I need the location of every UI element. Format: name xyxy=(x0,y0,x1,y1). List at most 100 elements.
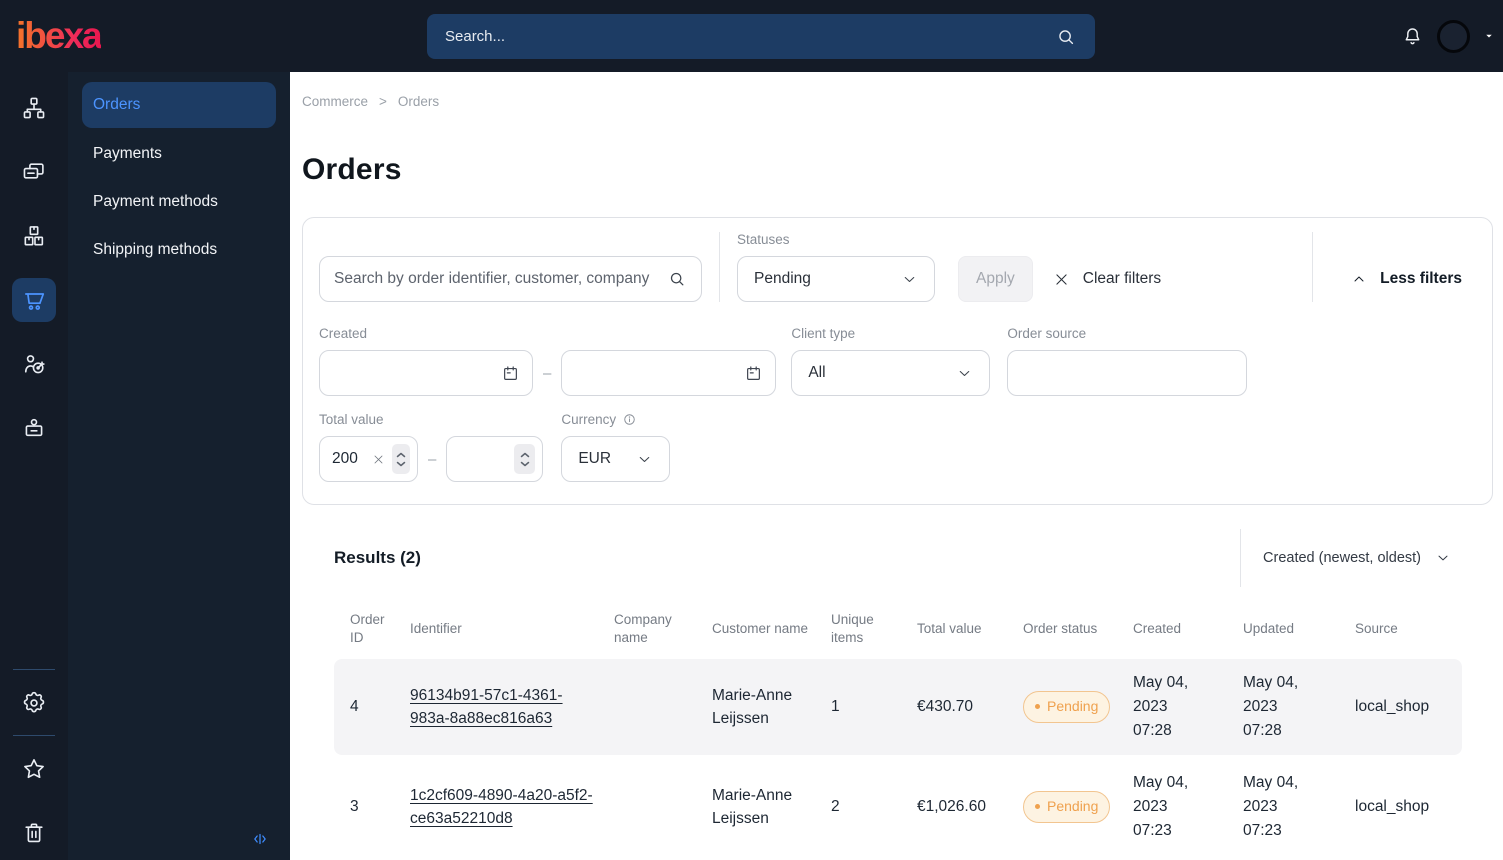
order-search-input[interactable] xyxy=(334,270,667,288)
number-stepper[interactable] xyxy=(392,444,410,474)
pages-icon[interactable] xyxy=(12,150,56,194)
storefront-icon[interactable] xyxy=(12,406,56,450)
col-identifier: Identifier xyxy=(410,620,462,636)
commerce-cart-icon[interactable] xyxy=(12,278,56,322)
customer-profiling-icon[interactable] xyxy=(12,342,56,386)
rail-divider xyxy=(13,735,55,736)
sidebar-item-payments[interactable]: Payments xyxy=(68,130,290,178)
results-title: Results (2) xyxy=(334,548,421,567)
table-row[interactable]: 3 1c2cf609-4890-4a20-a5f2-ce63a52210d8 M… xyxy=(334,759,1462,855)
status-label: Pending xyxy=(1047,698,1099,714)
search-icon[interactable] xyxy=(667,269,687,289)
number-stepper[interactable] xyxy=(514,444,536,474)
statuses-label: Statuses xyxy=(737,232,790,247)
sidebar-item-payment-methods[interactable]: Payment methods xyxy=(68,178,290,226)
info-icon[interactable] xyxy=(622,412,637,427)
filter-divider xyxy=(719,232,720,302)
created-from-field[interactable] xyxy=(319,350,533,396)
chevron-down-icon xyxy=(636,451,653,468)
product-catalog-icon[interactable] xyxy=(12,214,56,258)
total-value-min-input[interactable] xyxy=(332,450,365,468)
cell-order-id: 4 xyxy=(350,698,359,716)
sort-value: Created (newest, oldest) xyxy=(1263,550,1421,566)
order-source-input[interactable] xyxy=(1007,350,1248,396)
status-badge: Pending xyxy=(1023,791,1111,823)
apply-button[interactable]: Apply xyxy=(958,256,1033,302)
order-identifier-link[interactable]: 96134b91-57c1-4361-983a-8a88ec816a63 xyxy=(410,686,563,727)
settings-gear-icon[interactable] xyxy=(12,681,56,725)
total-value-max-field[interactable] xyxy=(446,436,544,482)
client-type-select[interactable]: All xyxy=(791,350,991,396)
status-label: Pending xyxy=(1047,798,1099,814)
table-row[interactable]: 4 96134b91-57c1-4361-983a-8a88ec816a63 M… xyxy=(334,659,1462,755)
clear-filters-button[interactable]: Clear filters xyxy=(1053,256,1161,302)
cell-updated: May 04, 2023 07:23 xyxy=(1243,773,1299,839)
cell-total-value: €1,026.60 xyxy=(917,798,986,816)
filters-panel: Statuses Pending Apply Clear filters xyxy=(302,217,1493,505)
cell-order-id: 3 xyxy=(350,798,359,816)
cell-created: May 04, 2023 07:28 xyxy=(1133,673,1189,739)
status-dot xyxy=(1035,704,1040,709)
total-value-min-field[interactable] xyxy=(319,436,418,482)
cell-updated: May 04, 2023 07:28 xyxy=(1243,673,1299,739)
cell-source: local_shop xyxy=(1355,698,1430,716)
global-search[interactable] xyxy=(427,14,1095,59)
chevron-up-icon xyxy=(1351,271,1367,287)
clear-value-icon[interactable] xyxy=(372,453,385,466)
cell-customer-name: Marie-Anne Leijssen xyxy=(712,686,793,727)
col-source: Source xyxy=(1355,620,1398,636)
orders-table: Order ID Identifier Company name Custome… xyxy=(334,599,1462,855)
currency-select[interactable]: EUR xyxy=(561,436,671,482)
rail-bottom xyxy=(12,669,56,860)
commerce-submenu: Orders Payments Payment methods Shipping… xyxy=(68,72,290,860)
calendar-icon[interactable] xyxy=(744,364,763,383)
col-order-id: Order ID xyxy=(350,611,385,645)
sidebar-item-shipping-methods[interactable]: Shipping methods xyxy=(68,226,290,274)
total-value-label: Total value xyxy=(319,412,384,427)
bookmarks-star-icon[interactable] xyxy=(12,747,56,791)
col-customer-name: Customer name xyxy=(712,620,809,636)
col-updated: Updated xyxy=(1243,620,1295,636)
created-to-input[interactable] xyxy=(574,364,745,382)
client-type-value: All xyxy=(808,364,826,381)
notifications-bell-icon[interactable] xyxy=(1401,25,1424,48)
total-value-max-input[interactable] xyxy=(474,450,508,468)
chevron-down-icon xyxy=(1435,550,1451,566)
clear-filters-label: Clear filters xyxy=(1082,270,1162,287)
sort-select[interactable]: Created (newest, oldest) xyxy=(1240,529,1493,587)
breadcrumb-orders[interactable]: Orders xyxy=(397,94,440,109)
order-identifier-link[interactable]: 1c2cf609-4890-4a20-a5f2-ce63a52210d8 xyxy=(410,786,593,827)
chevron-down-icon xyxy=(956,365,973,382)
trash-icon[interactable] xyxy=(12,811,56,855)
statuses-select[interactable]: Pending xyxy=(737,256,935,302)
less-filters-toggle[interactable]: Less filters xyxy=(1351,256,1462,302)
sidebar-item-label: Payments xyxy=(93,145,162,162)
created-from-input[interactable] xyxy=(332,364,501,382)
sidebar-item-orders[interactable]: Orders xyxy=(82,82,276,128)
site-structure-icon[interactable] xyxy=(12,86,56,130)
cell-unique-items: 2 xyxy=(831,798,840,816)
breadcrumb-commerce[interactable]: Commerce xyxy=(302,94,369,109)
panel-collapse-icon[interactable] xyxy=(250,829,270,849)
order-search-box[interactable] xyxy=(319,256,702,302)
created-to-field[interactable] xyxy=(561,350,777,396)
client-type-label: Client type xyxy=(791,326,856,341)
cell-unique-items: 1 xyxy=(831,698,840,716)
calendar-icon[interactable] xyxy=(501,364,520,383)
currency-label: Currency xyxy=(561,412,617,427)
results-section: Results (2) Created (newest, oldest) Ord… xyxy=(302,529,1493,855)
less-filters-label: Less filters xyxy=(1380,270,1462,287)
user-menu-caret-icon[interactable] xyxy=(1483,30,1495,42)
global-search-input[interactable] xyxy=(445,28,1055,45)
rail-divider xyxy=(13,669,55,670)
chevron-down-icon xyxy=(901,271,918,288)
search-icon[interactable] xyxy=(1055,26,1077,48)
status-badge: Pending xyxy=(1023,691,1111,723)
ibexa-logo[interactable]: ibexa xyxy=(16,15,103,56)
main-content: Commerce > Orders Orders Statuses Pendin… xyxy=(290,72,1503,860)
filter-divider xyxy=(1312,232,1314,302)
user-avatar[interactable] xyxy=(1437,19,1470,53)
topbar-actions xyxy=(1401,19,1495,53)
order-source-label: Order source xyxy=(1007,326,1087,341)
main-nav-rail xyxy=(0,72,68,860)
